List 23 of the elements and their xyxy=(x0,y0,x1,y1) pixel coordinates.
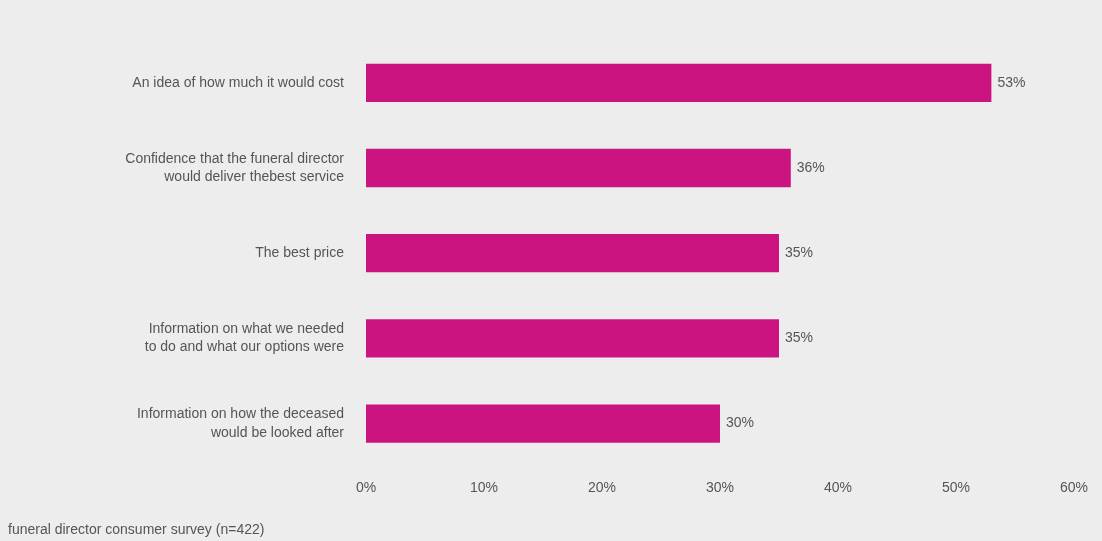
data-label: 53% xyxy=(997,73,1026,90)
bar xyxy=(366,63,992,102)
y-tick-label: Information on how the deceased would be looked after xyxy=(136,405,345,440)
data-label: 35% xyxy=(784,329,814,346)
bar xyxy=(366,148,791,188)
x-tick-label: 40% xyxy=(823,479,853,496)
bar xyxy=(366,234,779,273)
text: funeral director consumer survey (n=422) xyxy=(8,520,265,537)
bar xyxy=(366,319,779,358)
y-tick-label: An idea of how much it would cost xyxy=(132,73,345,90)
x-tick-label: 20% xyxy=(587,479,617,496)
x-tick-label: 10% xyxy=(469,479,499,496)
x-tick-label: 30% xyxy=(705,479,735,496)
y-tick-label: Confidence that the funeral director would deliver thebest service xyxy=(125,149,345,184)
data-label: 35% xyxy=(784,244,814,261)
x-tick-label: 60% xyxy=(1059,479,1089,496)
x-tick-label: 0% xyxy=(355,479,377,496)
data-label: 30% xyxy=(725,414,755,431)
x-tick-label: 50% xyxy=(941,479,971,496)
data-label: 36% xyxy=(796,158,825,175)
y-tick-label: The best price xyxy=(255,244,345,261)
bar xyxy=(366,404,720,443)
y-tick-label: Information on what we needed to do and what our options were xyxy=(144,320,345,355)
